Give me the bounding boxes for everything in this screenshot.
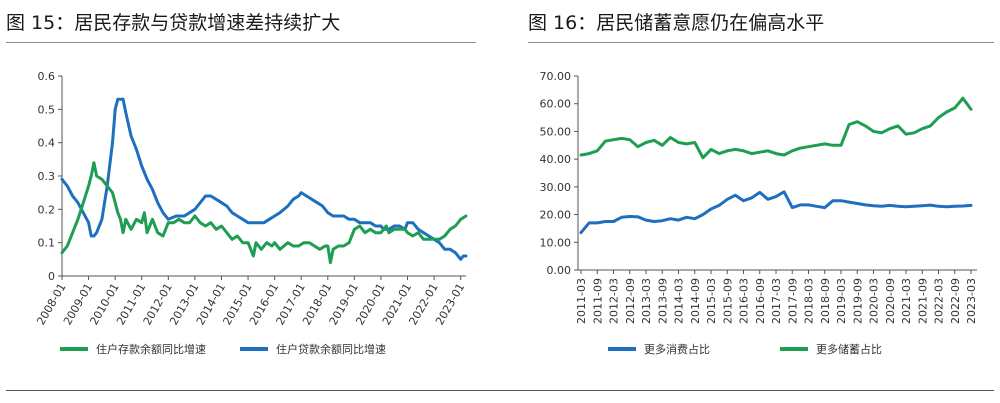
right-x-tick-label: 2018-03 (803, 278, 816, 324)
right-chart-title: 图 16：居民储蓄意愿仍在偏高水平 (528, 12, 825, 34)
right-y-tick-label: 30.00 (540, 181, 572, 194)
right-legend-label-0: 更多消费占比 (644, 342, 710, 356)
left-series-line-0 (60, 161, 468, 265)
left-chart-title: 图 15：居民存款与贷款增速差持续扩大 (6, 12, 341, 34)
right-x-tick-label: 2012-03 (608, 278, 621, 324)
right-x-tick-label: 2013-09 (656, 278, 669, 324)
right-x-tick-label: 2022-09 (949, 278, 962, 324)
right-x-tick-label: 2012-09 (624, 278, 637, 324)
right-x-tick-label: 2016-09 (754, 278, 767, 324)
right-x-tick-label: 2015-03 (705, 278, 718, 324)
right-x-tick-label: 2014-09 (689, 278, 702, 324)
right-y-tick-label: 0.00 (547, 264, 572, 277)
left-y-tick-label: 0.2 (38, 203, 56, 216)
right-series-line-0 (579, 190, 973, 235)
right-x-tick-label: 2011-09 (591, 278, 604, 324)
right-x-tick-label: 2020-09 (884, 278, 897, 324)
right-x-tick-label: 2014-03 (673, 278, 686, 324)
right-x-tick-label: 2011-03 (575, 278, 588, 324)
left-title-divider (6, 42, 476, 43)
right-y-tick-label: 10.00 (540, 236, 572, 249)
right-y-tick-label: 70.00 (540, 70, 572, 83)
left-series-line-1 (60, 97, 468, 261)
right-y-tick-label: 40.00 (540, 153, 572, 166)
right-x-tick-label: 2022-03 (933, 278, 946, 324)
right-x-tick-label: 2018-09 (819, 278, 832, 324)
right-x-tick-label: 2016-03 (738, 278, 751, 324)
left-y-tick-label: 0.5 (38, 103, 56, 116)
right-legend-label-1: 更多储蓄占比 (816, 342, 882, 356)
right-x-tick-label: 2021-03 (900, 278, 913, 324)
left-y-tick-label: 0 (48, 270, 55, 283)
right-y-tick-label: 50.00 (540, 125, 572, 138)
right-title-divider (528, 42, 994, 43)
left-legend-label-0: 住户存款余额同比增速 (96, 342, 206, 356)
right-x-tick-label: 2015-09 (721, 278, 734, 324)
right-y-tick-label: 20.00 (540, 209, 572, 222)
left-y-tick-label: 0.3 (38, 170, 56, 183)
bottom-divider (6, 390, 994, 391)
right-series-line-1 (579, 96, 973, 160)
left-y-tick-label: 0.1 (38, 237, 56, 250)
right-x-tick-label: 2020-03 (868, 278, 881, 324)
right-x-tick-label: 2019-03 (835, 278, 848, 324)
left-y-tick-label: 0.6 (38, 70, 56, 83)
left-legend-label-1: 住户贷款余额同比增速 (276, 342, 386, 356)
right-x-tick-label: 2021-09 (916, 278, 929, 324)
right-x-tick-label: 2019-09 (851, 278, 864, 324)
right-y-tick-label: 60.00 (540, 98, 572, 111)
left-y-tick-label: 0.4 (38, 137, 56, 150)
right-x-tick-label: 2023-03 (965, 278, 978, 324)
right-x-tick-label: 2017-09 (786, 278, 799, 324)
right-x-tick-label: 2017-03 (770, 278, 783, 324)
right-x-tick-label: 2013-03 (640, 278, 653, 324)
